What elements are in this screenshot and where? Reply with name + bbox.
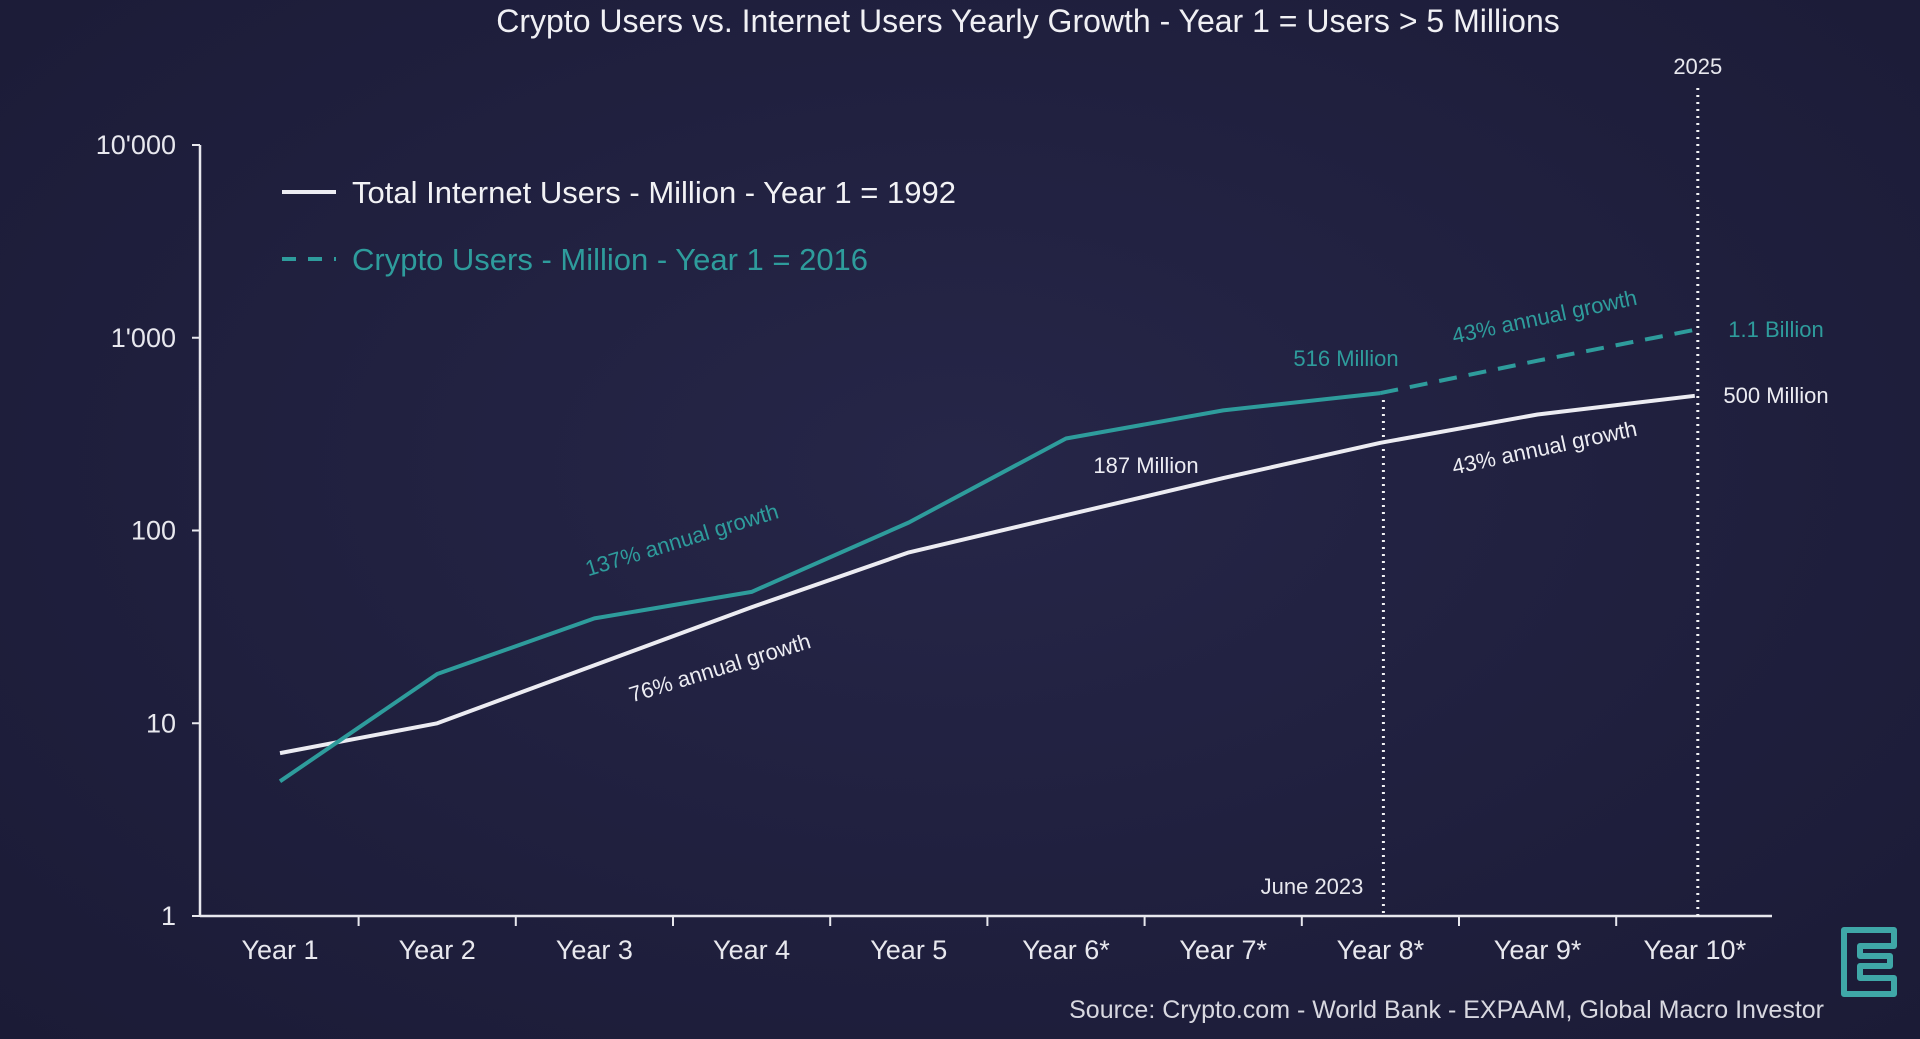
source-note: Source: Crypto.com - World Bank - EXPAAM… (1069, 996, 1824, 1024)
annotation-label: 137% annual growth (582, 499, 781, 582)
reference-label: 2025 (1673, 54, 1722, 79)
reference-label: June 2023 (1261, 874, 1364, 899)
x-tick-label: Year 7* (1179, 935, 1267, 965)
x-tick-label: Year 10* (1643, 935, 1746, 965)
series-line-internet (279, 393, 1696, 756)
annotation-label: 1.1 Billion (1728, 317, 1823, 342)
y-tick-label: 1'000 (111, 323, 176, 353)
annotation-label: 500 Million (1723, 383, 1828, 408)
legend-label: Total Internet Users - Million - Year 1 … (352, 175, 956, 210)
annotation-label: 516 Million (1293, 346, 1398, 371)
y-tick-label: 100 (131, 516, 176, 546)
x-tick-label: Year 8* (1337, 935, 1425, 965)
annotation-label: 43% annual growth (1450, 285, 1639, 349)
annotation-label: 76% annual growth (626, 628, 813, 707)
y-tick-label: 10'000 (96, 130, 176, 160)
chart-title: Crypto Users vs. Internet Users Yearly G… (496, 3, 1560, 39)
x-tick-label: Year 2 (399, 935, 476, 965)
x-tick-label: Year 3 (556, 935, 633, 965)
x-tick-label: Year 9* (1494, 935, 1582, 965)
series-line-crypto-actual (278, 391, 1381, 783)
series-line-crypto-projected (1379, 327, 1696, 396)
y-tick-label: 1 (161, 901, 176, 931)
y-tick-label: 10 (146, 708, 176, 738)
x-tick-label: Year 1 (241, 935, 318, 965)
annotation-label: 187 Million (1093, 453, 1198, 478)
brand-logo-icon (1841, 927, 1897, 997)
x-tick-label: Year 5 (870, 935, 947, 965)
legend-label: Crypto Users - Million - Year 1 = 2016 (352, 242, 868, 277)
x-tick-label: Year 6* (1022, 935, 1110, 965)
x-tick-label: Year 4 (713, 935, 790, 965)
